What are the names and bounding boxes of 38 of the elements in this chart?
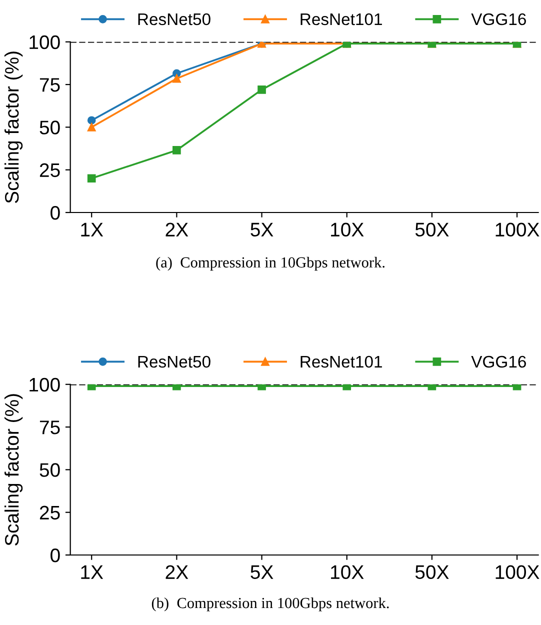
x-tick-label: 10X — [331, 565, 364, 580]
y-tick-label: 50 — [40, 463, 60, 477]
point — [172, 74, 181, 83]
y-tick-label: 50 — [40, 120, 60, 134]
x-tick-label: 10X — [331, 222, 364, 237]
y-tick-label: 100 — [30, 378, 60, 392]
x-tick-label: 1X — [81, 565, 104, 579]
x-tick-label: 2X — [166, 565, 188, 579]
x-tick-label: 5X — [250, 565, 274, 580]
y-tick-label: 75 — [40, 78, 60, 92]
legend-label: VGG16 — [471, 356, 526, 368]
x-tick-label: 50X — [415, 565, 449, 580]
x-tick-label: 1X — [81, 222, 104, 236]
point — [87, 116, 96, 125]
y-tick-label: 0 — [50, 206, 60, 220]
point — [87, 123, 96, 132]
x-tick-label: 50X — [415, 222, 449, 237]
y-tick-label: 25 — [40, 163, 60, 178]
legend-label: ResNet50 — [138, 356, 210, 368]
point — [87, 174, 96, 183]
x-tick-label: 2X — [166, 222, 188, 236]
y-tick-label: 25 — [40, 506, 60, 520]
x-tick-label: 100X — [496, 565, 540, 580]
point — [172, 146, 181, 154]
legend-label: VGG16 — [471, 13, 526, 26]
text: (a) Compression in 10Gbps network. — [156, 256, 384, 271]
legend-label: ResNet101 — [300, 356, 382, 368]
point — [258, 85, 266, 94]
y-tick-label: 100 — [30, 35, 60, 50]
y-axis-title: Scaling factor (%) — [4, 52, 23, 204]
y-tick-label: 75 — [40, 420, 60, 434]
y-tick-label: 0 — [50, 548, 60, 562]
text: (b) Compression in 100Gbps network. — [152, 597, 389, 612]
y-axis-title: Scaling factor (%) — [4, 394, 23, 546]
legend-label: ResNet101 — [300, 13, 382, 26]
x-tick-label: 5X — [250, 222, 274, 237]
legend-label: ResNet50 — [138, 13, 210, 26]
x-tick-label: 100X — [496, 222, 540, 237]
